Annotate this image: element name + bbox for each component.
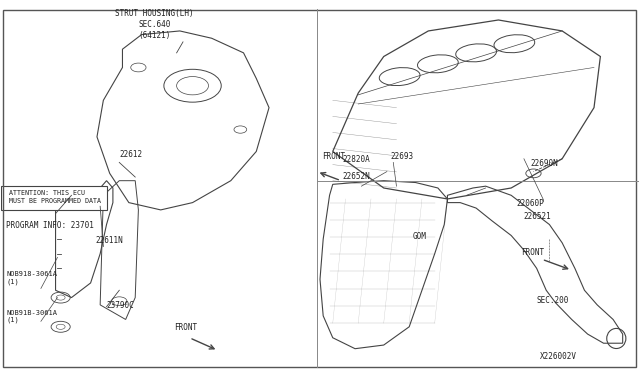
Text: GOM: GOM	[412, 232, 426, 241]
Text: FRONT: FRONT	[175, 323, 198, 332]
Text: PROGRAM INFO: 23701: PROGRAM INFO: 23701	[6, 221, 94, 230]
Text: ATTENTION: THIS ECU
MUST BE PROGRAMMED DATA: ATTENTION: THIS ECU MUST BE PROGRAMMED D…	[9, 190, 101, 204]
Text: 23790C: 23790C	[106, 301, 134, 310]
Text: 22820A: 22820A	[342, 155, 370, 164]
Text: 22611N: 22611N	[96, 235, 124, 245]
Text: X226002V: X226002V	[540, 353, 577, 362]
FancyBboxPatch shape	[1, 186, 106, 210]
Text: 22690N: 22690N	[531, 159, 558, 168]
Text: FRONT: FRONT	[322, 152, 345, 161]
Text: FRONT: FRONT	[521, 248, 544, 257]
Text: 22693: 22693	[390, 152, 413, 161]
Text: 22652N: 22652N	[342, 172, 370, 181]
Text: 226521: 226521	[524, 212, 552, 221]
Text: NOB918-3061A
(1): NOB918-3061A (1)	[6, 271, 58, 285]
Text: 22612: 22612	[119, 150, 142, 159]
Text: NOB91B-3061A
(1): NOB91B-3061A (1)	[6, 310, 58, 323]
Text: SEC.200: SEC.200	[537, 296, 569, 305]
Text: STRUT HOUSING(LH)
SEC.640
(64121): STRUT HOUSING(LH) SEC.640 (64121)	[115, 9, 194, 40]
Text: 22060P: 22060P	[516, 199, 544, 208]
